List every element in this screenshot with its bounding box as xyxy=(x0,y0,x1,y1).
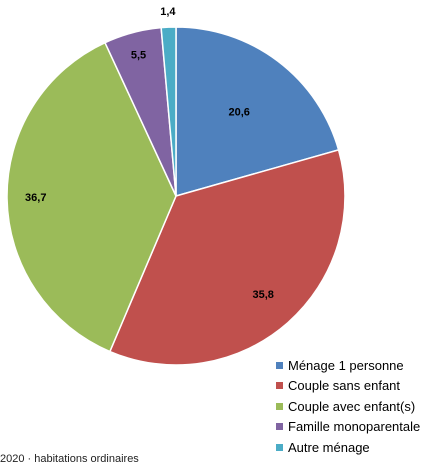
pie-slice xyxy=(160,26,177,197)
legend: Ménage 1 personne Couple sans enfant Cou… xyxy=(276,355,420,458)
legend-label: Couple avec enfant(s) xyxy=(288,398,416,414)
pie-slices xyxy=(6,26,346,366)
legend-swatch xyxy=(276,443,283,451)
pie-slice xyxy=(6,41,177,353)
legend-item-famille-monoparentale: Famille monoparentale xyxy=(276,417,420,438)
legend-item-menage-1-personne: Ménage 1 personne xyxy=(276,355,420,376)
data-label: 20,6 xyxy=(228,106,249,118)
legend-item-couple-sans-enfant: Couple sans enfant xyxy=(276,376,420,397)
data-label: 35,8 xyxy=(252,289,273,301)
legend-swatch xyxy=(276,361,283,369)
pie-slice xyxy=(175,26,340,197)
pie-data-labels: 20,6 35,8 36,7 5,5 1,4 xyxy=(25,6,274,301)
legend-swatch xyxy=(276,382,283,390)
data-label: 5,5 xyxy=(131,49,146,61)
legend-label: Ménage 1 personne xyxy=(288,357,404,373)
data-label: 1,4 xyxy=(160,6,176,18)
legend-item-autre-menage: Autre ménage xyxy=(276,437,420,458)
footnote: 2020 · habitations ordinaires xyxy=(0,453,139,465)
pie-slice xyxy=(108,148,346,366)
legend-label: Couple sans enfant xyxy=(288,378,401,394)
legend-item-couple-avec-enfants: Couple avec enfant(s) xyxy=(276,396,420,417)
legend-swatch xyxy=(276,423,283,431)
legend-label: Famille monoparentale xyxy=(288,419,421,435)
legend-swatch xyxy=(276,402,283,410)
legend-label: Autre ménage xyxy=(288,439,370,455)
data-label: 36,7 xyxy=(25,192,46,204)
